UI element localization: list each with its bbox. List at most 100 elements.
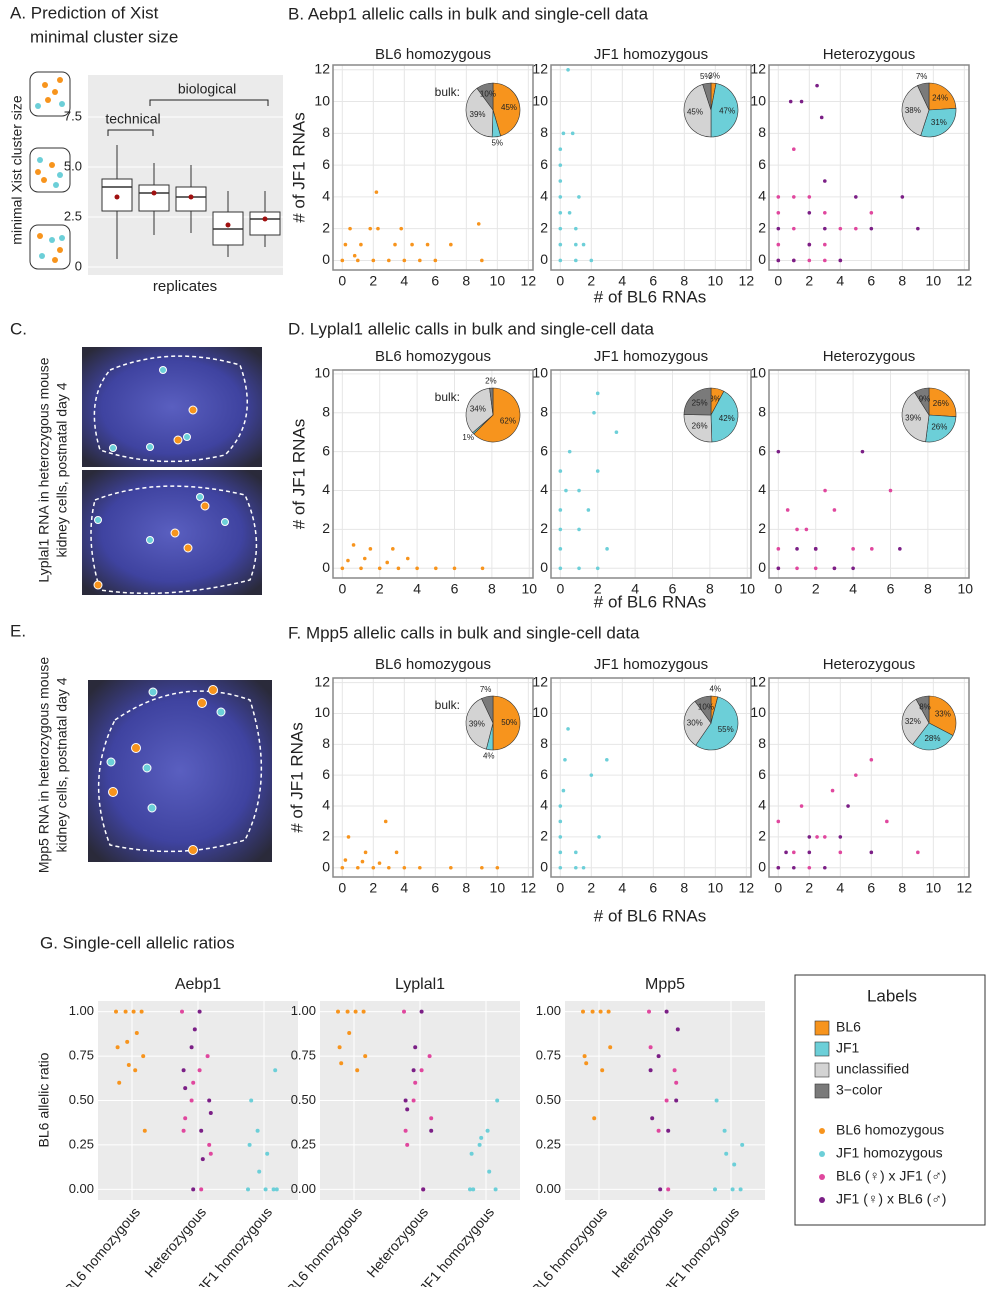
y-tick-label: 10 [532,365,548,381]
point [789,100,793,104]
legend-swatch [815,1042,829,1056]
point [731,1187,735,1191]
point [740,1143,744,1147]
point [478,1143,482,1147]
point [583,1054,587,1058]
y-tick-label: 4 [758,797,766,813]
pie-label: 55% [718,725,734,734]
y-tick-label: 12 [532,60,548,76]
pie-label: 10% [698,703,714,712]
x-tick-label: 12 [521,880,537,896]
image-caption: Mpp5 RNA in heterozygous mouse [36,657,52,874]
x-tick-label: 10 [490,273,506,289]
y-tick-label: 4 [540,797,548,813]
point [346,1010,350,1014]
point [591,1010,595,1014]
point [384,820,388,824]
y-tick-label: 12 [532,673,548,689]
x-axis-label: # of BL6 RNAs [594,287,706,306]
x-tick-label: 4 [836,273,844,289]
y-tick-label: 0.00 [536,1181,561,1196]
y-tick-label: 2.5 [64,208,82,223]
y-tick-label: 4 [322,481,330,497]
y-tick-label: 0 [75,258,82,273]
y-tick-label: 1.00 [291,1003,316,1018]
image-caption: Lyplal1 RNA in heterozygous mouse [36,357,52,582]
point [193,1027,197,1031]
point [800,100,804,104]
y-tick-label: 0.25 [536,1136,561,1151]
point [916,227,920,231]
x-tick-label: 8 [924,581,932,597]
point [574,243,578,247]
y-tick-label: 10 [532,704,548,720]
y-tick-label: 10 [750,92,766,108]
y-tick-label: 2 [322,219,330,235]
point [805,528,809,532]
x-tick-label: 12 [739,880,755,896]
point [338,1045,342,1049]
point [434,259,438,263]
point [592,411,596,415]
y-tick-label: 0.50 [536,1092,561,1107]
y-tick-label: 2 [322,828,330,844]
point [674,1081,678,1085]
facet-title: JF1 homozygous [594,348,708,365]
point [191,1081,195,1085]
pie-label: 4% [709,685,721,694]
point [777,259,781,263]
x-tick-label: 8 [706,581,714,597]
y-tick-label: 7.5 [64,108,82,123]
x-tick-label: 0 [774,581,782,597]
point [846,804,850,808]
point [346,559,350,563]
y-tick-label: 8 [322,403,330,419]
x-tick-label: 2 [587,273,595,289]
pie-label: 31% [931,118,947,127]
point [246,1187,250,1191]
legend-swatch [819,1151,825,1157]
x-tick-label: 4 [836,880,844,896]
y-tick-label: 6 [540,766,548,782]
y-tick-label: 6 [540,442,548,458]
point [559,259,563,263]
y-tick-label: 0.00 [69,1181,94,1196]
pie-label: 39% [469,720,485,729]
point [480,259,484,263]
point [429,1116,433,1120]
facet-title: BL6 homozygous [375,46,491,63]
legend-label: BL6 [836,1019,861,1035]
pie-label: 45% [501,103,517,112]
point [615,430,619,434]
point [206,1054,210,1058]
pie-label: 5% [491,139,503,148]
point [584,1061,588,1065]
y-tick-label: 8 [758,124,766,140]
x-tick-label: 2 [587,880,595,896]
point [376,227,380,231]
point [861,450,865,454]
point [777,566,781,570]
point [559,528,563,532]
point [732,1162,736,1166]
point [395,851,399,855]
x-tick-label: 8 [680,880,688,896]
point [786,508,790,512]
x-tick-label: 12 [521,273,537,289]
point [470,1152,474,1156]
point [666,1187,670,1191]
point [140,1010,144,1014]
point [823,489,827,493]
point [577,566,581,570]
image-caption: kidney cells, postnatal day 4 [54,382,70,557]
panel-title: A. Prediction of Xist [10,3,159,22]
y-tick-label: 12 [314,673,330,689]
point [898,547,902,551]
y-tick-label: 1.00 [536,1003,561,1018]
pie-label: 7% [916,72,928,81]
facet-title: JF1 homozygous [594,46,708,63]
point [599,1010,603,1014]
point [183,1116,187,1120]
point [404,1129,408,1133]
y-tick-label: 0.25 [69,1136,94,1151]
